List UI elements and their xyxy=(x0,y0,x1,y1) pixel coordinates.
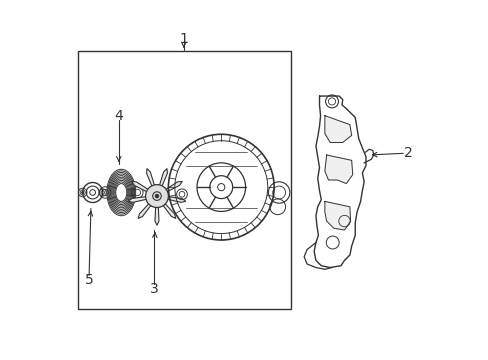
Bar xyxy=(78,51,290,309)
Polygon shape xyxy=(324,155,352,184)
Text: 1: 1 xyxy=(179,32,188,46)
Text: 5: 5 xyxy=(84,273,93,287)
Circle shape xyxy=(81,192,83,194)
Polygon shape xyxy=(128,197,147,202)
Text: 4: 4 xyxy=(114,109,123,123)
Polygon shape xyxy=(155,206,159,225)
Polygon shape xyxy=(162,203,176,219)
Circle shape xyxy=(155,194,159,198)
Circle shape xyxy=(145,185,168,207)
Polygon shape xyxy=(164,181,182,192)
Polygon shape xyxy=(138,203,151,219)
Polygon shape xyxy=(146,168,155,187)
Text: 2: 2 xyxy=(404,146,412,160)
Polygon shape xyxy=(324,116,351,143)
Polygon shape xyxy=(166,197,185,202)
Polygon shape xyxy=(324,202,350,230)
Polygon shape xyxy=(131,181,149,192)
Polygon shape xyxy=(159,168,167,187)
Text: 3: 3 xyxy=(150,282,159,296)
